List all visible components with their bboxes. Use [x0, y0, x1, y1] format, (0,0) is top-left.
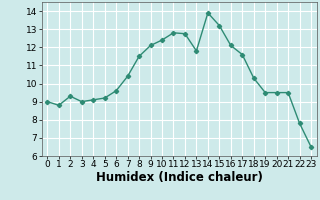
X-axis label: Humidex (Indice chaleur): Humidex (Indice chaleur)	[96, 171, 263, 184]
